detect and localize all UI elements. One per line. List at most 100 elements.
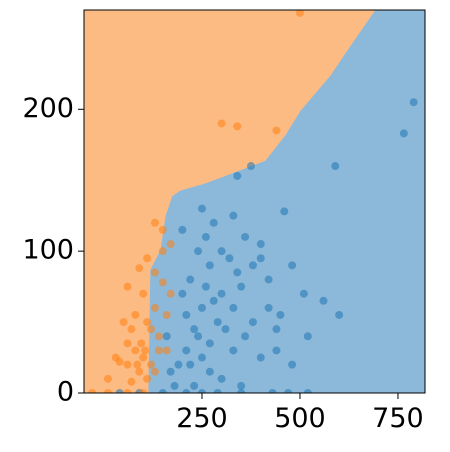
point bbox=[268, 389, 277, 393]
point bbox=[264, 303, 273, 312]
point bbox=[131, 346, 140, 355]
y-tick-label: 100 bbox=[22, 235, 74, 266]
axes-frame bbox=[83, 9, 426, 394]
point bbox=[194, 247, 203, 256]
point bbox=[233, 171, 242, 180]
orange-region bbox=[84, 10, 375, 393]
point bbox=[221, 325, 230, 334]
point bbox=[272, 325, 281, 334]
y-tick-label: 200 bbox=[22, 93, 74, 124]
point bbox=[241, 332, 250, 341]
point bbox=[123, 389, 132, 393]
point bbox=[241, 232, 250, 241]
point bbox=[158, 389, 167, 393]
axes: 0 100 200 250 500 750 bbox=[22, 93, 423, 434]
point bbox=[319, 296, 328, 305]
point bbox=[217, 247, 226, 256]
point bbox=[88, 389, 97, 393]
point bbox=[182, 346, 191, 355]
point bbox=[276, 310, 285, 319]
point bbox=[229, 346, 238, 355]
point bbox=[201, 282, 210, 291]
point bbox=[194, 332, 203, 341]
point bbox=[162, 332, 171, 341]
point bbox=[162, 310, 171, 319]
point bbox=[174, 360, 183, 369]
point bbox=[237, 381, 246, 390]
point bbox=[295, 10, 304, 17]
point bbox=[139, 353, 148, 362]
point bbox=[209, 296, 218, 305]
point bbox=[225, 254, 234, 263]
point bbox=[123, 339, 132, 348]
point bbox=[246, 162, 255, 171]
point bbox=[233, 268, 242, 277]
point bbox=[150, 367, 159, 376]
point bbox=[190, 325, 199, 334]
point bbox=[205, 367, 214, 376]
point bbox=[182, 310, 191, 319]
point bbox=[150, 303, 159, 312]
point bbox=[147, 360, 156, 369]
point bbox=[166, 367, 175, 376]
point bbox=[143, 374, 152, 383]
point bbox=[123, 282, 132, 291]
plot-area bbox=[84, 10, 425, 393]
point bbox=[135, 367, 144, 376]
y-tick-label: 0 bbox=[57, 377, 74, 408]
point bbox=[205, 339, 214, 348]
point bbox=[303, 389, 312, 393]
point bbox=[158, 225, 167, 234]
point bbox=[205, 261, 214, 270]
point bbox=[182, 389, 191, 393]
point bbox=[139, 389, 148, 393]
point bbox=[154, 346, 163, 355]
point bbox=[303, 332, 312, 341]
point bbox=[201, 232, 210, 241]
point bbox=[229, 211, 238, 220]
point bbox=[256, 240, 265, 249]
point bbox=[331, 162, 340, 171]
point bbox=[170, 381, 179, 390]
point bbox=[399, 129, 408, 138]
point bbox=[123, 360, 132, 369]
point bbox=[335, 310, 344, 319]
x-tick-label: 250 bbox=[176, 403, 228, 434]
point bbox=[280, 207, 289, 216]
point bbox=[162, 346, 171, 355]
point bbox=[178, 289, 187, 298]
point bbox=[158, 247, 167, 256]
point bbox=[154, 332, 163, 341]
point bbox=[166, 240, 175, 249]
point bbox=[137, 339, 146, 348]
point bbox=[190, 381, 199, 390]
point bbox=[197, 353, 206, 362]
point bbox=[229, 303, 238, 312]
point bbox=[197, 303, 206, 312]
point bbox=[284, 389, 293, 393]
point bbox=[233, 122, 242, 131]
point bbox=[248, 318, 257, 327]
point bbox=[256, 254, 265, 263]
point bbox=[248, 261, 257, 270]
point bbox=[217, 289, 226, 298]
point bbox=[217, 374, 226, 383]
point bbox=[103, 374, 112, 383]
point bbox=[197, 204, 206, 213]
point bbox=[133, 360, 142, 369]
point bbox=[217, 119, 226, 128]
x-tick-label: 500 bbox=[274, 403, 326, 434]
point bbox=[131, 310, 140, 319]
point bbox=[272, 126, 281, 135]
point bbox=[158, 278, 167, 287]
point bbox=[127, 325, 136, 334]
point bbox=[237, 389, 246, 393]
point bbox=[237, 282, 246, 291]
point bbox=[115, 389, 124, 393]
point bbox=[147, 325, 156, 334]
point bbox=[119, 318, 128, 327]
point bbox=[299, 289, 308, 298]
point bbox=[139, 289, 148, 298]
point bbox=[178, 225, 187, 234]
